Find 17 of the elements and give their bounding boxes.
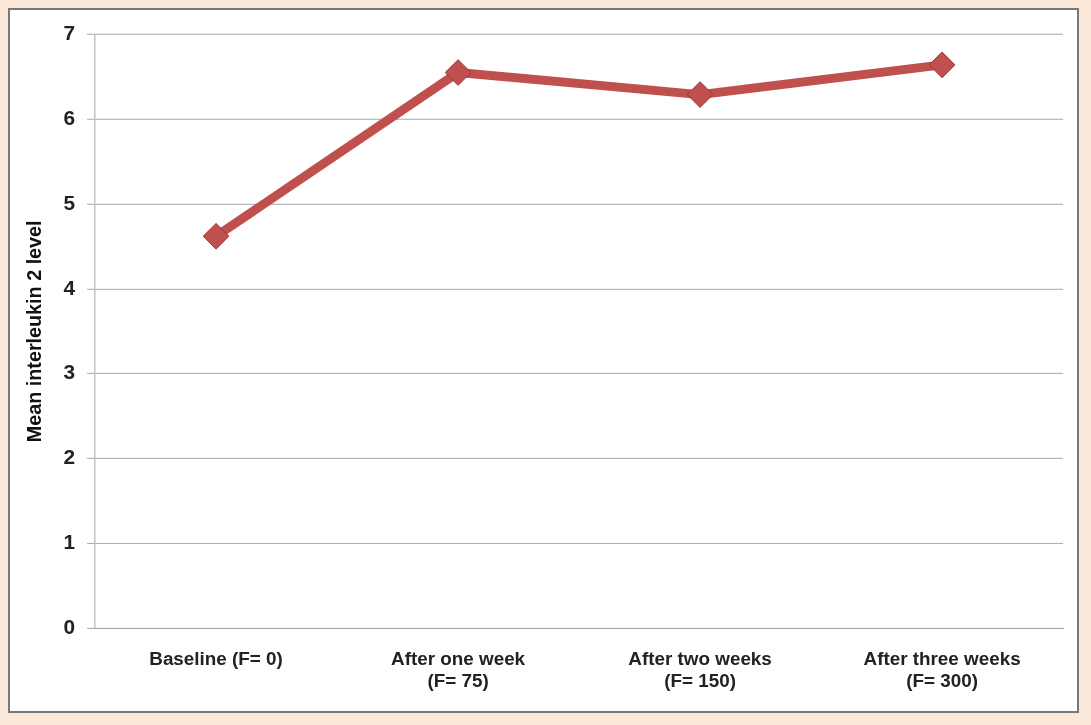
y-tick-label: 4 — [63, 275, 76, 299]
point — [928, 51, 956, 79]
point — [202, 222, 230, 250]
y-tick-label: 0 — [63, 615, 76, 639]
x-tick-label: After two weeks (F= 150) — [628, 647, 772, 692]
point — [444, 59, 472, 86]
x-tick-label: After three weeks (F= 300) — [863, 647, 1021, 692]
y-tick-label: 3 — [63, 360, 76, 384]
y-tick-label: 7 — [63, 21, 76, 45]
y-tick-label: 5 — [63, 190, 76, 214]
x-tick-label: After one week (F= 75) — [391, 647, 526, 692]
x-tick-label: Baseline (F= 0) — [149, 647, 283, 669]
y-tick-label: 6 — [63, 105, 76, 129]
y-axis-title: Mean interleukin 2 level — [23, 220, 46, 443]
point — [686, 81, 714, 108]
y-tick-label: 2 — [63, 445, 76, 469]
y-tick-label: 1 — [63, 530, 76, 554]
